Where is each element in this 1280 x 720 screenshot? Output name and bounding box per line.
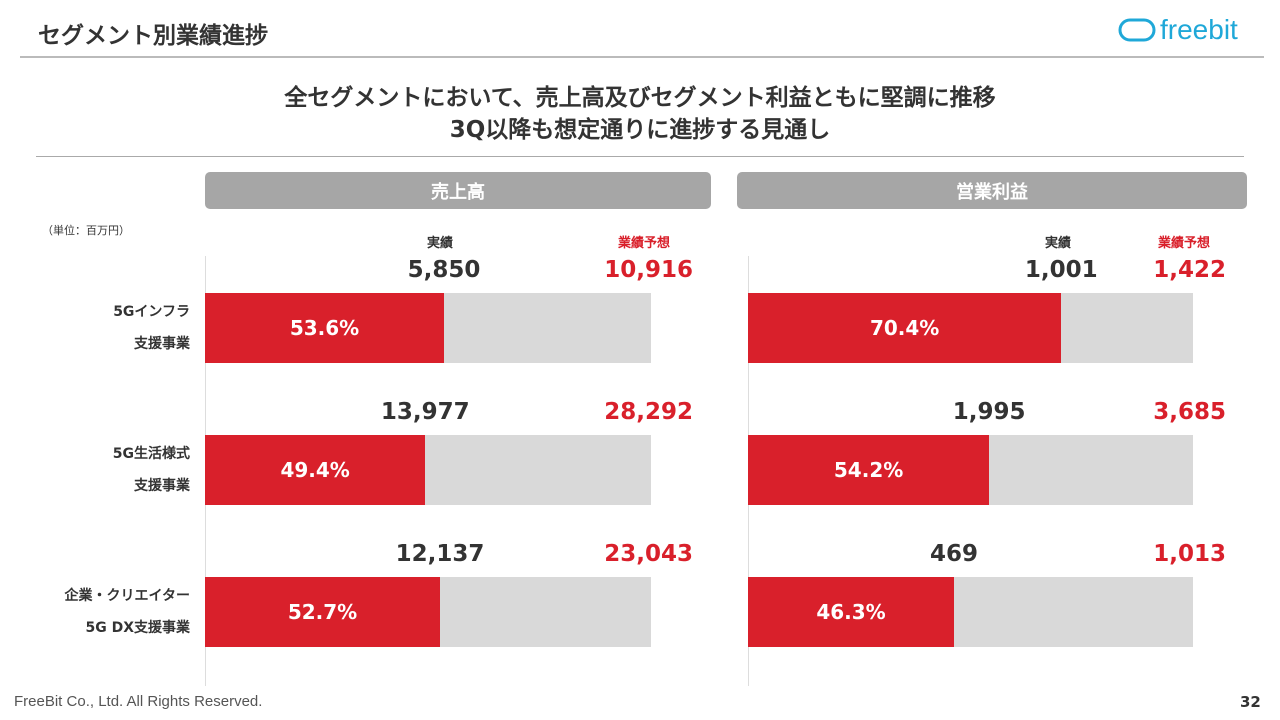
profit-forecast-value: 1,013: [1153, 541, 1226, 567]
segment-label-line1: 企業・クリエイター: [64, 588, 190, 604]
profit-progress-label: 70.4%: [869, 316, 940, 340]
sales-actual-bar: 49.4%: [205, 435, 426, 505]
headline-line-1: 全セグメントにおいて、売上高及びセグメント利益ともに堅調に推移: [284, 85, 996, 111]
profit-forecast-value: 1,422: [1153, 257, 1226, 283]
sales-actual-value: 5,850: [407, 257, 481, 283]
profit-actual-bar: 70.4%: [748, 293, 1062, 363]
profit-progress-label: 46.3%: [816, 600, 886, 624]
sales-actual-bar: 52.7%: [205, 577, 441, 647]
copyright: FreeBit Co., Ltd. All Rights Reserved.: [14, 693, 263, 710]
profit-actual-value: 1,001: [1024, 257, 1098, 283]
segment-label: 企業・クリエイター 5G DX支援事業: [30, 580, 190, 644]
profit-actual-bar: 54.2%: [748, 435, 990, 505]
profit-actual-header: 実績: [1045, 236, 1072, 251]
sales-actual-bar: 53.6%: [205, 293, 445, 363]
sales-actual-value: 12,137: [395, 541, 485, 567]
profit-actual-bar: 46.3%: [748, 577, 955, 647]
sales-actual-header: 実績: [427, 236, 454, 251]
sales-forecast-bar: 52.7%: [205, 577, 651, 647]
sales-forecast-bar: 49.4%: [205, 435, 651, 505]
segment-label: 5Gインフラ支援事業: [30, 296, 190, 360]
freebit-logo: freebit: [1118, 14, 1238, 46]
segment-label-line2: 支援事業: [134, 478, 190, 494]
profit-forecast-bar: 70.4%: [748, 293, 1193, 363]
sales-actual-value: 13,977: [380, 399, 470, 425]
unit-label: （単位：百万円）: [42, 224, 130, 237]
sales-forecast-value: 10,916: [604, 257, 693, 283]
logo-text: freebit: [1160, 14, 1238, 45]
segment-label-line1: 5G生活様式: [112, 446, 190, 462]
panel-header-operating-profit: 営業利益: [737, 172, 1247, 209]
profit-forecast-bar: 54.2%: [748, 435, 1193, 505]
segment-label-line2: 5G DX支援事業: [85, 620, 190, 636]
headline: 全セグメントにおいて、売上高及びセグメント利益ともに堅調に推移 3Q以降も想定通…: [0, 82, 1280, 146]
title-divider: [20, 56, 1264, 58]
profit-forecast-bar: 46.3%: [748, 577, 1193, 647]
profit-forecast-value: 3,685: [1153, 399, 1226, 425]
sales-progress-label: 49.4%: [280, 458, 350, 482]
segment-label-line1: 5Gインフラ: [113, 304, 190, 320]
panel-header-sales: 売上高: [205, 172, 711, 209]
profit-actual-value: 469: [930, 541, 979, 567]
sales-progress-label: 53.6%: [289, 316, 360, 340]
sales-progress-label: 52.7%: [287, 600, 358, 624]
segment-label-line2: 支援事業: [134, 336, 190, 352]
sales-forecast-value: 28,292: [604, 399, 693, 425]
profit-forecast-header: 業績予想: [1158, 236, 1211, 251]
headline-line-2: 3Q以降も想定通りに進捗する見通し: [449, 117, 831, 143]
profit-progress-label: 54.2%: [833, 458, 904, 482]
profit-actual-value: 1,995: [952, 399, 1026, 425]
cloud-logo-icon: [1118, 18, 1156, 42]
sales-forecast-value: 23,043: [604, 541, 693, 567]
page-number: 32: [1240, 693, 1261, 711]
segment-label: 5G生活様式支援事業: [30, 438, 190, 502]
page-title: セグメント別業績進捗: [38, 23, 268, 49]
sales-forecast-bar: 53.6%: [205, 293, 651, 363]
headline-divider: [36, 156, 1244, 157]
sales-forecast-header: 業績予想: [618, 236, 671, 251]
